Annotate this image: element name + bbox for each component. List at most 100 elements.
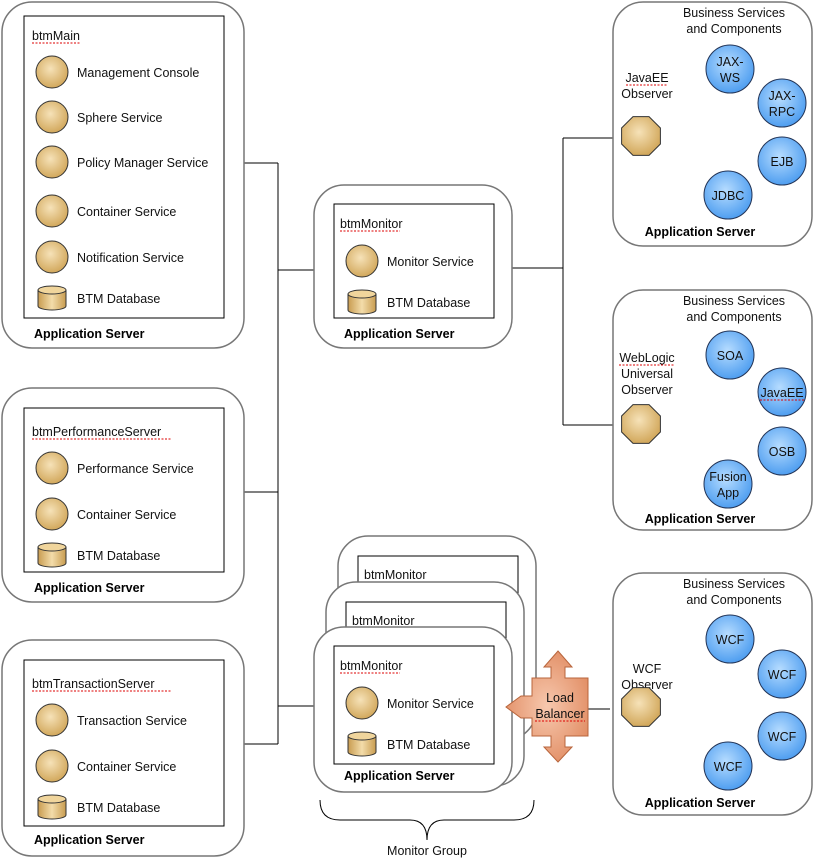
service-icon xyxy=(35,55,69,89)
service-icon xyxy=(35,497,69,531)
component-icon xyxy=(757,367,807,417)
observer-label: WCF xyxy=(633,662,662,676)
server-name: btmPerformanceServer xyxy=(32,425,161,439)
component-icon xyxy=(705,614,755,664)
server-name: btmMonitor xyxy=(364,568,427,582)
component-osb[interactable]: OSB xyxy=(757,426,807,476)
component-label: Fusion xyxy=(709,470,747,484)
monitor-group-label: Monitor Group xyxy=(387,844,467,858)
service-label: Monitor Service xyxy=(387,255,474,269)
component-wcf[interactable]: WCF xyxy=(757,649,807,699)
component-jax-ws[interactable]: JAX- WS xyxy=(705,44,755,94)
server-type-label: Application Server xyxy=(34,833,145,847)
server-javaee_server[interactable]: Business Services and Components JavaEE Obs… xyxy=(612,1,813,247)
server-frame[interactable] xyxy=(612,289,813,531)
database-label: BTM Database xyxy=(387,296,470,310)
observer-icon xyxy=(621,687,661,727)
database-icon xyxy=(37,290,67,311)
server-type-label: Application Server xyxy=(344,769,455,783)
server-trans[interactable]: btmTransactionServer Transaction Service C… xyxy=(1,639,245,857)
observer-icon xyxy=(621,404,661,444)
component-jax-rpc[interactable]: JAX- RPC xyxy=(757,78,807,128)
database-label: BTM Database xyxy=(77,549,160,563)
server-name: btmMain xyxy=(32,29,80,43)
server-name: btmTransactionServer xyxy=(32,677,155,691)
component-icon xyxy=(705,330,755,380)
service-icon xyxy=(35,100,69,134)
monitor-group-brace xyxy=(319,799,535,841)
component-soa[interactable]: SOA xyxy=(705,330,755,380)
component-label: SOA xyxy=(717,349,744,363)
server-name: btmMonitor xyxy=(340,217,403,231)
observer-label: Observer xyxy=(621,87,672,101)
component-jdbc[interactable]: JDBC xyxy=(703,170,753,220)
business-services-label: Business Services xyxy=(683,577,785,591)
service-label: Policy Manager Service xyxy=(77,156,208,170)
component-fusionapp[interactable]: Fusion App xyxy=(703,459,753,509)
server-name: btmMonitor xyxy=(352,614,415,628)
load-balancer[interactable]: Load Balancer xyxy=(505,650,589,763)
observer-label: JavaEE xyxy=(625,71,668,85)
server-type-label: Application Server xyxy=(344,327,455,341)
observer-label: WebLogic xyxy=(619,351,674,365)
component-label: WCF xyxy=(716,633,745,647)
server-perf[interactable]: btmPerformanceServer Performance Service C… xyxy=(1,387,245,603)
component-label: WCF xyxy=(768,668,797,682)
server-name: btmMonitor xyxy=(340,659,403,673)
load-balancer-label: Load xyxy=(546,691,574,705)
component-wcf[interactable]: WCF xyxy=(703,741,753,791)
service-label: Container Service xyxy=(77,508,176,522)
database-top xyxy=(37,285,67,295)
database-icon xyxy=(347,736,377,757)
server-weblogic_server[interactable]: Business Services and Components WebLogic U… xyxy=(612,289,813,531)
component-javaee[interactable]: JavaEE xyxy=(757,367,807,417)
business-services-label: Business Services xyxy=(683,294,785,308)
service-icon xyxy=(35,145,69,179)
component-wcf[interactable]: WCF xyxy=(705,614,755,664)
business-services-label: Business Services xyxy=(683,6,785,20)
database-label: BTM Database xyxy=(77,801,160,815)
server-frame[interactable] xyxy=(612,1,813,247)
observer-label: Universal xyxy=(621,367,673,381)
component-icon xyxy=(757,649,807,699)
component-icon xyxy=(703,741,753,791)
monitor-group-server-1[interactable]: btmMonitor Monitor Service BTM Database App… xyxy=(313,626,513,793)
server-type-label: Application Server xyxy=(34,327,145,341)
service-label: Management Console xyxy=(77,66,199,80)
service-icon xyxy=(345,244,379,278)
service-icon xyxy=(35,703,69,737)
service-icon xyxy=(35,194,69,228)
database-top xyxy=(347,289,377,299)
component-wcf[interactable]: WCF xyxy=(757,711,807,761)
component-label: WS xyxy=(720,71,740,85)
server-monitor[interactable]: btmMonitor Monitor Service BTM Database App… xyxy=(313,184,513,349)
connectors xyxy=(244,137,613,841)
business-services-label: and Components xyxy=(686,593,781,607)
database-top xyxy=(347,731,377,741)
component-label: WCF xyxy=(768,730,797,744)
load-balancer-arrows-icon xyxy=(505,650,589,763)
service-label: Performance Service xyxy=(77,462,194,476)
service-label: Transaction Service xyxy=(77,714,187,728)
observer-icon xyxy=(621,116,661,156)
database-top xyxy=(37,542,67,552)
database-label: BTM Database xyxy=(387,738,470,752)
component-icon xyxy=(757,136,807,186)
component-icon xyxy=(757,78,807,128)
server-main[interactable]: btmMain Management Console Sphere Service P… xyxy=(1,1,245,349)
component-label: JDBC xyxy=(712,189,745,203)
component-label: JavaEE xyxy=(760,386,803,400)
component-icon xyxy=(757,426,807,476)
service-label: Container Service xyxy=(77,205,176,219)
service-icon xyxy=(35,749,69,783)
component-icon xyxy=(757,711,807,761)
server-frame[interactable] xyxy=(612,572,813,816)
component-ejb[interactable]: EJB xyxy=(757,136,807,186)
service-icon xyxy=(35,451,69,485)
database-icon xyxy=(347,294,377,315)
server-type-label: Application Server xyxy=(645,796,756,810)
business-services-label: and Components xyxy=(686,22,781,36)
component-label: WCF xyxy=(714,760,743,774)
